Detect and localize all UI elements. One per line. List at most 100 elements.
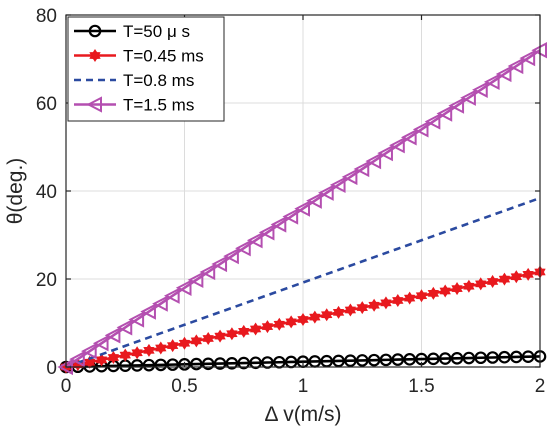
data-point <box>261 320 274 334</box>
data-point <box>130 359 144 372</box>
data-point <box>238 324 250 338</box>
data-point <box>128 311 145 328</box>
data-point <box>155 341 167 355</box>
data-point <box>131 346 143 360</box>
series-4 <box>57 42 547 376</box>
legend-item: T=1.5 ms <box>74 96 194 115</box>
data-point <box>412 121 429 138</box>
data-point <box>332 354 345 368</box>
data-point <box>451 282 463 296</box>
data-point <box>507 57 524 75</box>
data-point <box>223 247 239 265</box>
x-tick-label: 0.5 <box>171 376 197 397</box>
data-point <box>142 358 156 372</box>
data-point <box>225 357 239 370</box>
data-point <box>498 350 511 364</box>
data-point <box>143 343 155 357</box>
data-point <box>81 343 97 360</box>
legend-item: T=0.45 ms <box>74 47 204 66</box>
data-point <box>273 317 285 331</box>
data-point <box>163 287 180 304</box>
data-point <box>389 137 405 154</box>
data-point <box>213 357 227 370</box>
series-layer <box>57 42 547 376</box>
data-point <box>463 279 475 293</box>
data-point <box>187 271 204 289</box>
data-point <box>355 354 369 367</box>
data-point <box>294 200 310 217</box>
data-point <box>450 351 464 365</box>
data-point <box>475 277 487 291</box>
data-point <box>415 289 428 303</box>
data-point <box>356 301 368 315</box>
data-point <box>448 97 465 114</box>
data-point <box>344 303 357 317</box>
data-point <box>119 348 131 362</box>
data-point <box>391 353 405 366</box>
x-tick-label: 0 <box>61 376 72 397</box>
data-point <box>175 279 192 296</box>
data-point <box>392 293 404 307</box>
legend-item: T=0.8 ms <box>74 71 194 90</box>
data-point <box>365 152 382 170</box>
data-point <box>403 291 416 305</box>
legend-label: T=0.45 ms <box>123 47 204 66</box>
data-point <box>69 350 85 368</box>
data-point <box>510 270 522 284</box>
data-point <box>237 356 251 370</box>
data-point <box>166 358 179 371</box>
data-point <box>368 298 380 312</box>
series-line <box>65 355 541 369</box>
data-point <box>521 350 535 364</box>
data-point <box>190 357 203 371</box>
legend-label: T=50 μ s <box>123 22 190 41</box>
data-point <box>285 315 297 329</box>
data-point <box>341 168 358 186</box>
data-point <box>166 339 179 353</box>
data-point <box>258 224 275 241</box>
legend: T=50 μ s T=0.45 ms T=0.8 ms T=1.5 ms <box>67 16 225 122</box>
data-point <box>246 232 263 249</box>
data-point <box>92 335 109 352</box>
data-point <box>439 284 451 298</box>
legend-label: T=0.8 ms <box>123 71 194 90</box>
data-point <box>261 356 274 369</box>
data-point <box>199 263 216 281</box>
data-point <box>367 353 381 367</box>
data-point <box>270 216 287 233</box>
data-point <box>178 358 191 371</box>
data-point <box>154 358 168 372</box>
data-point <box>152 295 168 312</box>
data-point <box>474 351 488 365</box>
data-point <box>235 240 251 257</box>
x-tick-label: 1 <box>298 376 309 397</box>
data-point <box>403 353 416 366</box>
data-point <box>344 354 357 367</box>
data-point <box>329 176 346 193</box>
data-point <box>427 286 440 300</box>
data-point <box>140 303 156 320</box>
data-point <box>297 312 309 327</box>
data-point <box>211 255 228 273</box>
data-point <box>483 73 500 91</box>
data-point <box>282 208 299 225</box>
data-point <box>436 105 453 122</box>
y-tick-label: 40 <box>36 182 57 203</box>
y-tick-label: 0 <box>46 358 57 379</box>
legend-marker <box>88 24 102 38</box>
data-point <box>309 310 321 324</box>
data-point <box>498 272 511 286</box>
legend-label: T=1.5 ms <box>123 96 194 115</box>
data-point <box>522 267 534 281</box>
data-point <box>495 65 512 83</box>
data-point <box>306 192 322 209</box>
data-point <box>104 327 121 344</box>
data-point <box>438 352 452 365</box>
series-line <box>65 49 541 369</box>
x-tick-label: 2 <box>535 376 546 397</box>
x-tick-label: 1.5 <box>408 376 434 397</box>
data-point <box>320 354 333 368</box>
y-axis-label: θ(deg.) <box>4 158 27 225</box>
data-point <box>377 145 393 162</box>
